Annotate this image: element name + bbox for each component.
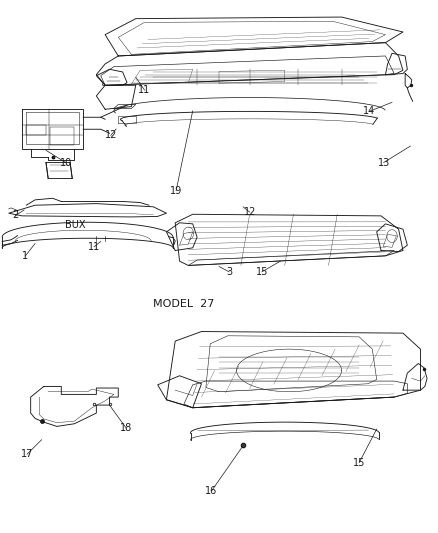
Text: 19: 19 bbox=[170, 186, 182, 196]
Text: 3: 3 bbox=[226, 267, 232, 277]
Text: 13: 13 bbox=[378, 158, 390, 167]
Text: 17: 17 bbox=[21, 449, 33, 459]
Text: 12: 12 bbox=[105, 131, 117, 140]
Text: 16: 16 bbox=[205, 486, 218, 496]
Text: 15: 15 bbox=[256, 267, 268, 277]
Text: 12: 12 bbox=[244, 207, 256, 217]
Text: 14: 14 bbox=[363, 107, 375, 116]
Text: 15: 15 bbox=[353, 458, 365, 467]
Text: 11: 11 bbox=[88, 242, 100, 252]
Text: 18: 18 bbox=[120, 423, 132, 433]
Text: MODEL  27: MODEL 27 bbox=[153, 299, 215, 309]
Text: 11: 11 bbox=[138, 85, 151, 95]
Text: 2: 2 bbox=[13, 211, 19, 220]
Text: 1: 1 bbox=[22, 251, 28, 261]
Text: 10: 10 bbox=[60, 158, 72, 167]
Text: BUX: BUX bbox=[65, 220, 85, 230]
